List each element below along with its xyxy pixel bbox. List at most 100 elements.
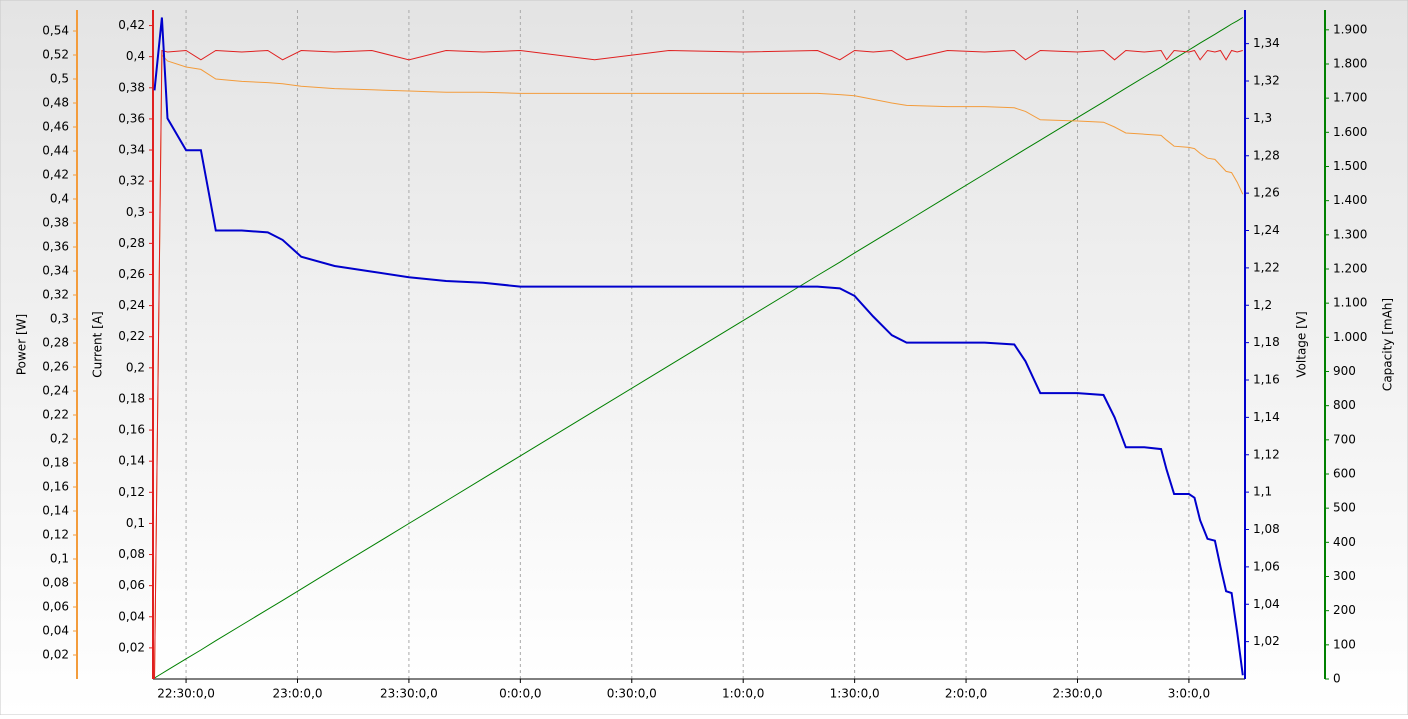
- series-line: [153, 17, 1244, 676]
- y-tick-label: 1,08: [1253, 522, 1280, 536]
- y-tick-label: 0,54: [42, 24, 69, 38]
- y-tick-label: 900: [1333, 364, 1356, 378]
- y-tick-label: 0,36: [42, 240, 69, 254]
- y-tick-label: 0,04: [42, 624, 69, 638]
- y-tick-label: 0,12: [118, 485, 145, 499]
- x-tick-label: 0:30:0,0: [607, 687, 657, 701]
- y-tick-label: 0,42: [42, 168, 69, 182]
- y-tick-label: 0,1: [126, 516, 145, 530]
- y-tick-label: 0,2: [50, 432, 69, 446]
- y-tick-label: 0,48: [42, 96, 69, 110]
- y-tick-label: 1,16: [1253, 373, 1280, 387]
- y-tick-label: 0,08: [42, 576, 69, 590]
- y-tick-label: 0,34: [118, 143, 145, 157]
- x-tick-label: 22:30:0,0: [157, 687, 215, 701]
- y-tick-label: 1,12: [1253, 447, 1280, 461]
- y-tick-label: 0,42: [118, 18, 145, 32]
- y-tick-label: 0,28: [42, 336, 69, 350]
- y-tick-label: 0,38: [118, 80, 145, 94]
- y-tick-label: 1,1: [1253, 485, 1272, 499]
- y-tick-label: 1,18: [1253, 335, 1280, 349]
- y-tick-label: 0,02: [118, 640, 145, 654]
- series-line: [154, 49, 1243, 680]
- y-tick-label: 700: [1333, 432, 1356, 446]
- y-tick-label: 0,08: [118, 547, 145, 561]
- y-tick-label: 600: [1333, 466, 1356, 480]
- y-tick-label: 1,28: [1253, 148, 1280, 162]
- y-tick-label: 1,2: [1253, 298, 1272, 312]
- y-tick-label: 1,32: [1253, 74, 1280, 88]
- y-tick-label: 0,26: [118, 267, 145, 281]
- x-tick-label: 2:0:0,0: [945, 687, 987, 701]
- y-tick-label: 1.500: [1333, 159, 1367, 173]
- y-tick-label: 0,06: [42, 600, 69, 614]
- y-tick-label: 0,04: [118, 609, 145, 623]
- y-tick-label: 0,22: [118, 329, 145, 343]
- x-tick-label: 2:30:0,0: [1052, 687, 1102, 701]
- x-tick-label: 0:0:0,0: [499, 687, 541, 701]
- y-tick-label: 100: [1333, 637, 1356, 651]
- y-tick-label: 0,22: [42, 408, 69, 422]
- y-tick-label: 0,3: [50, 312, 69, 326]
- y-tick-label: 300: [1333, 569, 1356, 583]
- y-tick-label: 0,02: [42, 648, 69, 662]
- y-tick-label: 0,4: [126, 49, 145, 63]
- y-tick-label: 0,5: [50, 72, 69, 86]
- y-tick-label: 1.700: [1333, 91, 1367, 105]
- y-tick-label: 500: [1333, 501, 1356, 515]
- series-line: [154, 53, 1244, 680]
- y-tick-label: 0,18: [118, 391, 145, 405]
- y-tick-label: 1.600: [1333, 125, 1367, 139]
- y-tick-label: 1.000: [1333, 330, 1367, 344]
- axis-title: Power [W]: [15, 314, 29, 375]
- y-tick-label: 0,06: [118, 578, 145, 592]
- y-tick-label: 1,3: [1253, 111, 1272, 125]
- y-tick-label: 0,16: [118, 423, 145, 437]
- y-tick-label: 1.300: [1333, 227, 1367, 241]
- y-tick-label: 800: [1333, 398, 1356, 412]
- y-tick-label: 0,32: [42, 288, 69, 302]
- x-tick-label: 23:30:0,0: [380, 687, 438, 701]
- y-tick-label: 1,24: [1253, 223, 1280, 237]
- axis-title: Voltage [V]: [1295, 311, 1309, 377]
- y-tick-label: 0,32: [118, 174, 145, 188]
- y-tick-label: 0,24: [42, 384, 69, 398]
- y-tick-label: 0,14: [42, 504, 69, 518]
- y-tick-label: 1,14: [1253, 410, 1280, 424]
- x-tick-label: 1:30:0,0: [830, 687, 880, 701]
- series-line: [154, 17, 1244, 679]
- y-tick-label: 200: [1333, 603, 1356, 617]
- y-tick-label: 0,16: [42, 480, 69, 494]
- y-tick-label: 1,02: [1253, 634, 1280, 648]
- y-tick-label: 0,18: [42, 456, 69, 470]
- y-tick-label: 0,1: [50, 552, 69, 566]
- y-tick-label: 0,44: [42, 144, 69, 158]
- x-tick-label: 23:0:0,0: [272, 687, 322, 701]
- y-tick-label: 0,24: [118, 298, 145, 312]
- y-tick-label: 1,04: [1253, 597, 1280, 611]
- y-tick-label: 0,34: [42, 264, 69, 278]
- y-tick-label: 0,14: [118, 454, 145, 468]
- y-tick-label: 1.200: [1333, 261, 1367, 275]
- y-tick-label: 1,26: [1253, 186, 1280, 200]
- y-tick-label: 0,38: [42, 216, 69, 230]
- x-tick-label: 1:0:0,0: [722, 687, 764, 701]
- y-tick-label: 1,34: [1253, 36, 1280, 50]
- y-tick-label: 1.800: [1333, 56, 1367, 70]
- y-tick-label: 0,26: [42, 360, 69, 374]
- y-tick-label: 400: [1333, 535, 1356, 549]
- y-tick-label: 0,52: [42, 48, 69, 62]
- y-tick-label: 0,46: [42, 120, 69, 134]
- y-tick-label: 1.900: [1333, 22, 1367, 36]
- x-tick-label: 3:0:0,0: [1168, 687, 1210, 701]
- axis-title: Current [A]: [91, 311, 105, 377]
- y-tick-label: 1,06: [1253, 559, 1280, 573]
- y-tick-label: 0,36: [118, 111, 145, 125]
- y-tick-label: 1.400: [1333, 193, 1367, 207]
- y-tick-label: 0,28: [118, 236, 145, 250]
- y-tick-label: 1,22: [1253, 260, 1280, 274]
- y-tick-label: 0,3: [126, 205, 145, 219]
- y-tick-label: 1.100: [1333, 296, 1367, 310]
- plot-area: [153, 10, 1245, 679]
- axis-title: Capacity [mAh]: [1381, 298, 1395, 391]
